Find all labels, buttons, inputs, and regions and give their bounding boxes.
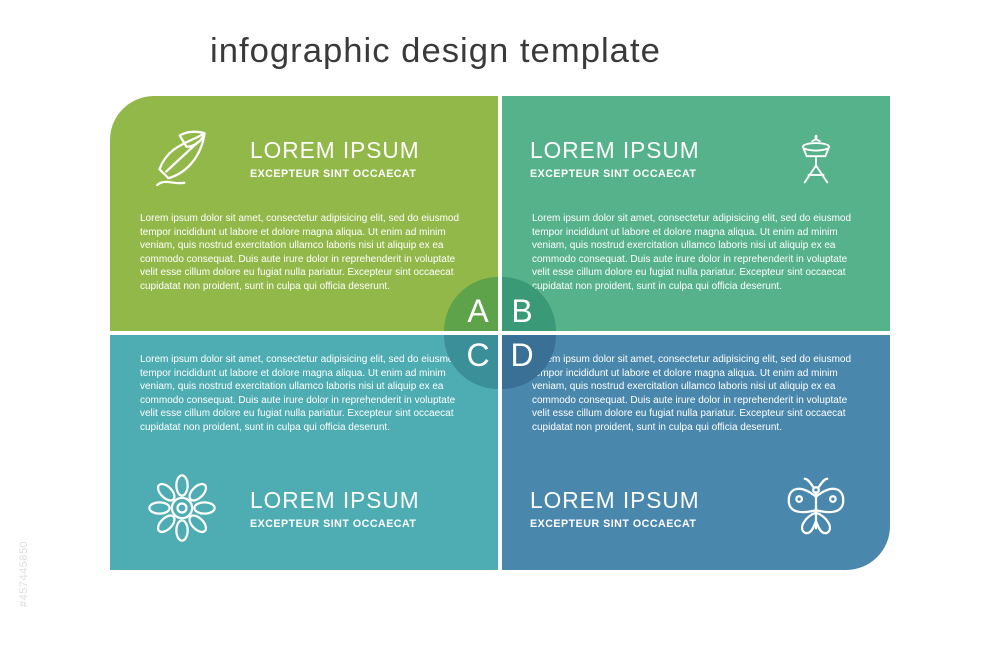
panel-c: Lorem ipsum dolor sit amet, consectetur …: [110, 335, 498, 570]
panel-c-sub: EXCEPTEUR SINT OCCAECAT: [250, 518, 468, 530]
panel-b-sub: EXCEPTEUR SINT OCCAECAT: [530, 168, 748, 180]
plant-stand-icon: [772, 118, 860, 198]
panel-a-body: Lorem ipsum dolor sit amet, consectetur …: [140, 212, 468, 293]
panel-d-sub: EXCEPTEUR SINT OCCAECAT: [530, 518, 748, 530]
panel-c-heading: LOREM IPSUM: [250, 487, 468, 514]
watermark: #457445850: [18, 541, 30, 607]
panel-d-heading: LOREM IPSUM: [530, 487, 748, 514]
leaf-icon: [138, 118, 226, 198]
panel-d: Lorem ipsum dolor sit amet, consectetur …: [502, 335, 890, 570]
panel-a-heading: LOREM IPSUM: [250, 137, 468, 164]
panel-b-body: Lorem ipsum dolor sit amet, consectetur …: [532, 212, 860, 293]
butterfly-icon: [772, 468, 860, 548]
panel-c-body: Lorem ipsum dolor sit amet, consectetur …: [140, 353, 468, 434]
panel-a-sub: EXCEPTEUR SINT OCCAECAT: [250, 168, 468, 180]
panel-d-body: Lorem ipsum dolor sit amet, consectetur …: [532, 353, 860, 434]
panel-b-heading: LOREM IPSUM: [530, 137, 748, 164]
panel-a: LOREM IPSUM EXCEPTEUR SINT OCCAECAT Lore…: [110, 96, 498, 331]
sunflower-icon: [138, 468, 226, 548]
page-title: infographic design template: [210, 32, 661, 71]
infographic-grid: LOREM IPSUM EXCEPTEUR SINT OCCAECAT Lore…: [110, 96, 890, 570]
panel-b: LOREM IPSUM EXCEPTEUR SINT OCCAECAT Lore…: [502, 96, 890, 331]
